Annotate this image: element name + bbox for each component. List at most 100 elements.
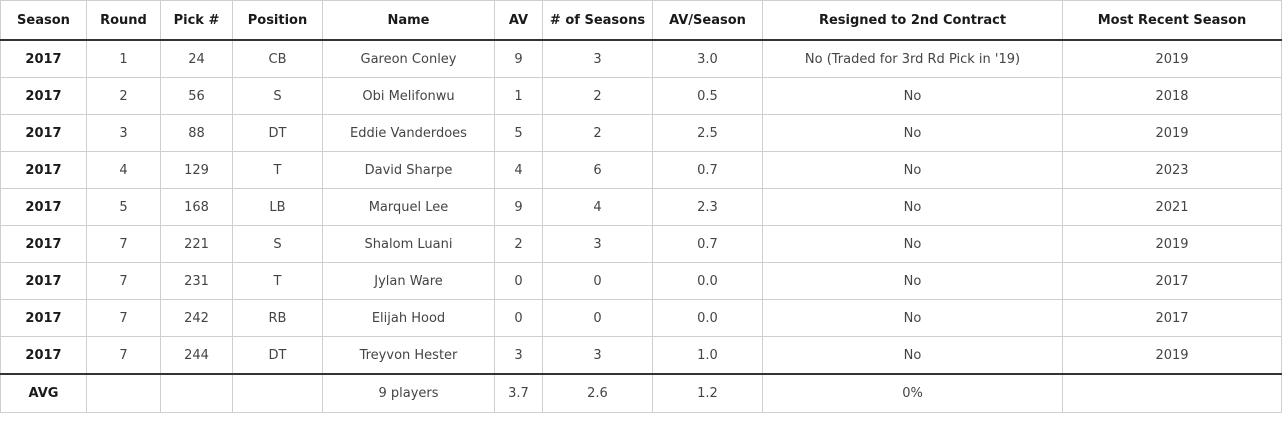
pick-cell: 231 xyxy=(160,262,233,300)
most-recent-season-cell: 2019 xyxy=(1062,39,1282,78)
av-cell: 5 xyxy=(494,114,543,152)
av-cell: 0 xyxy=(494,299,543,337)
name-cell: Elijah Hood xyxy=(322,299,495,337)
pick-cell: 242 xyxy=(160,299,233,337)
average-row: AVG 9 players 3.7 2.6 1.2 0% xyxy=(0,373,1282,413)
table-row: 2017 1 24 CB Gareon Conley 9 3 3.0 No (Traded fo… xyxy=(0,39,1282,78)
av-per-season-cell: 0.0 xyxy=(652,299,763,337)
pick-cell: 56 xyxy=(160,77,233,115)
avg-position xyxy=(232,373,323,413)
header-num-seasons: # of Seasons xyxy=(542,0,653,41)
name-cell: Jylan Ware xyxy=(322,262,495,300)
table-row: 2017 7 221 S Shalom Luani 2 3 0.7 No 2019 xyxy=(0,225,1282,263)
position-cell: S xyxy=(232,77,323,115)
table-row: 2017 7 244 DT Treyvon Hester 3 3 1.0 No 2019 xyxy=(0,336,1282,375)
header-round: Round xyxy=(86,0,161,41)
position-cell: RB xyxy=(232,299,323,337)
season-cell: 2017 xyxy=(0,336,87,375)
name-cell: Obi Melifonwu xyxy=(322,77,495,115)
av-per-season-cell: 0.0 xyxy=(652,262,763,300)
position-cell: T xyxy=(232,262,323,300)
name-cell: Eddie Vanderdoes xyxy=(322,114,495,152)
most-recent-season-cell: 2023 xyxy=(1062,151,1282,189)
avg-num-seasons: 2.6 xyxy=(542,373,653,413)
round-cell: 4 xyxy=(86,151,161,189)
num-seasons-cell: 0 xyxy=(542,262,653,300)
num-seasons-cell: 0 xyxy=(542,299,653,337)
round-cell: 2 xyxy=(86,77,161,115)
pick-cell: 244 xyxy=(160,336,233,375)
name-cell: Marquel Lee xyxy=(322,188,495,226)
av-cell: 2 xyxy=(494,225,543,263)
av-per-season-cell: 1.0 xyxy=(652,336,763,375)
position-cell: DT xyxy=(232,114,323,152)
header-name: Name xyxy=(322,0,495,41)
avg-label: AVG xyxy=(0,373,87,413)
resigned-cell: No xyxy=(762,299,1063,337)
most-recent-season-cell: 2017 xyxy=(1062,262,1282,300)
resigned-cell: No xyxy=(762,151,1063,189)
resigned-cell: No xyxy=(762,188,1063,226)
num-seasons-cell: 6 xyxy=(542,151,653,189)
most-recent-season-cell: 2019 xyxy=(1062,225,1282,263)
pick-cell: 24 xyxy=(160,39,233,78)
season-cell: 2017 xyxy=(0,188,87,226)
round-cell: 7 xyxy=(86,336,161,375)
position-cell: LB xyxy=(232,188,323,226)
header-most-recent-season: Most Recent Season xyxy=(1062,0,1282,41)
name-cell: David Sharpe xyxy=(322,151,495,189)
num-seasons-cell: 2 xyxy=(542,77,653,115)
round-cell: 3 xyxy=(86,114,161,152)
pick-cell: 221 xyxy=(160,225,233,263)
season-cell: 2017 xyxy=(0,151,87,189)
num-seasons-cell: 3 xyxy=(542,225,653,263)
table-row: 2017 3 88 DT Eddie Vanderdoes 5 2 2.5 No 2019 xyxy=(0,114,1282,152)
resigned-cell: No xyxy=(762,336,1063,375)
resigned-cell: No (Traded for 3rd Rd Pick in '19) xyxy=(762,39,1063,78)
most-recent-season-cell: 2019 xyxy=(1062,336,1282,375)
resigned-cell: No xyxy=(762,77,1063,115)
name-cell: Treyvon Hester xyxy=(322,336,495,375)
num-seasons-cell: 2 xyxy=(542,114,653,152)
header-av: AV xyxy=(494,0,543,41)
round-cell: 5 xyxy=(86,188,161,226)
position-cell: S xyxy=(232,225,323,263)
pick-cell: 88 xyxy=(160,114,233,152)
table-row: 2017 7 242 RB Elijah Hood 0 0 0.0 No 2017 xyxy=(0,299,1282,337)
name-cell: Shalom Luani xyxy=(322,225,495,263)
table-body: 2017 1 24 CB Gareon Conley 9 3 3.0 No (Traded fo… xyxy=(0,39,1282,375)
av-cell: 4 xyxy=(494,151,543,189)
av-cell: 9 xyxy=(494,39,543,78)
position-cell: CB xyxy=(232,39,323,78)
round-cell: 7 xyxy=(86,225,161,263)
avg-most-recent-season xyxy=(1062,373,1282,413)
header-resigned: Resigned to 2nd Contract xyxy=(762,0,1063,41)
av-per-season-cell: 2.5 xyxy=(652,114,763,152)
most-recent-season-cell: 2019 xyxy=(1062,114,1282,152)
season-cell: 2017 xyxy=(0,114,87,152)
table-row: 2017 7 231 T Jylan Ware 0 0 0.0 No 2017 xyxy=(0,262,1282,300)
header-position: Position xyxy=(232,0,323,41)
most-recent-season-cell: 2021 xyxy=(1062,188,1282,226)
most-recent-season-cell: 2017 xyxy=(1062,299,1282,337)
num-seasons-cell: 3 xyxy=(542,39,653,78)
round-cell: 1 xyxy=(86,39,161,78)
avg-round xyxy=(86,373,161,413)
av-per-season-cell: 0.7 xyxy=(652,151,763,189)
round-cell: 7 xyxy=(86,299,161,337)
header-row: Season Round Pick # Position Name AV # o… xyxy=(0,0,1282,41)
round-cell: 7 xyxy=(86,262,161,300)
position-cell: DT xyxy=(232,336,323,375)
av-per-season-cell: 2.3 xyxy=(652,188,763,226)
season-cell: 2017 xyxy=(0,262,87,300)
num-seasons-cell: 4 xyxy=(542,188,653,226)
table-row: 2017 5 168 LB Marquel Lee 9 4 2.3 No 2021 xyxy=(0,188,1282,226)
header-pick: Pick # xyxy=(160,0,233,41)
av-per-season-cell: 3.0 xyxy=(652,39,763,78)
avg-pick xyxy=(160,373,233,413)
table-row: 2017 4 129 T David Sharpe 4 6 0.7 No 2023 xyxy=(0,151,1282,189)
avg-av-per-season: 1.2 xyxy=(652,373,763,413)
most-recent-season-cell: 2018 xyxy=(1062,77,1282,115)
season-cell: 2017 xyxy=(0,225,87,263)
